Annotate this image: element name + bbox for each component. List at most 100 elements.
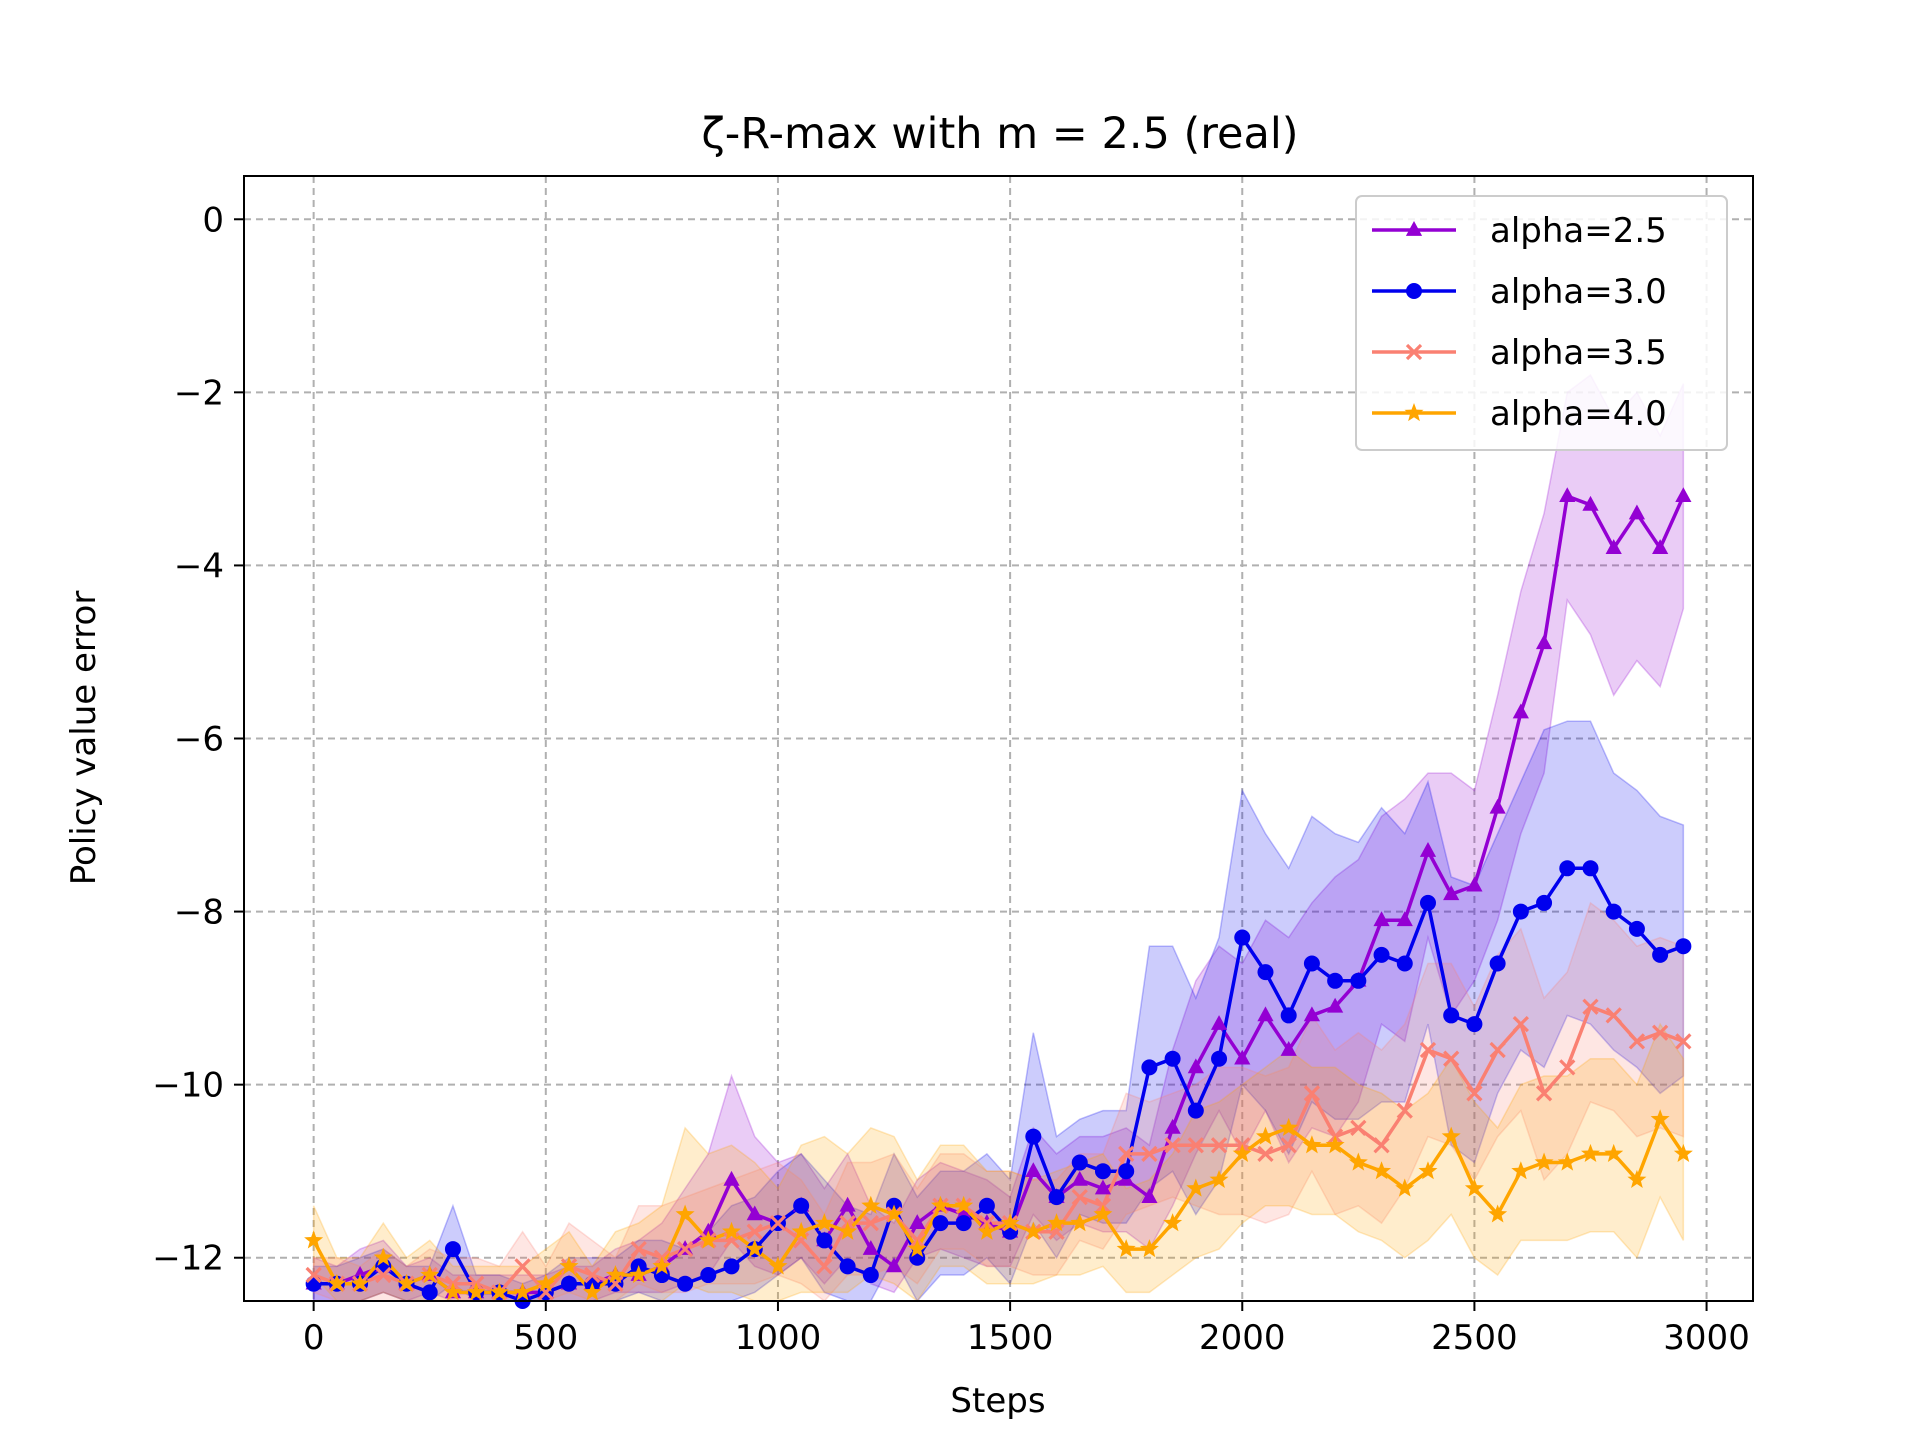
point-series-4: [1232, 1143, 1252, 1162]
point-series-4: [1627, 1169, 1647, 1188]
point-series-3: [584, 1266, 601, 1284]
point-series-4: [466, 1282, 486, 1301]
point-series-3: [514, 1258, 531, 1275]
point-series-1: [1280, 1041, 1297, 1056]
point-series-4: [1047, 1213, 1067, 1232]
point-series-4: [1209, 1169, 1229, 1188]
point-series-1: [862, 1240, 879, 1255]
point-series-1: [1489, 798, 1506, 814]
point-series-2: [1628, 920, 1645, 937]
point-series-3: [1257, 1145, 1274, 1163]
x-tick-label: 1500: [967, 1318, 1054, 1358]
point-series-3: [1303, 1085, 1321, 1102]
legend-label: alpha=2.5: [1490, 211, 1667, 251]
point-series-2: [1582, 860, 1599, 877]
legend-item: alpha=4.0: [1372, 394, 1667, 434]
point-series-1: [1535, 634, 1553, 650]
point-series-2: [793, 1197, 810, 1214]
point-series-3: [746, 1223, 763, 1240]
series-markers: [304, 487, 1693, 1309]
point-series-2: [862, 1267, 879, 1284]
point-series-4: [861, 1195, 881, 1214]
point-series-4: [907, 1239, 927, 1258]
x-axis-label: Steps: [950, 1381, 1045, 1421]
point-series-2: [421, 1284, 438, 1301]
legend-item: alpha=2.5: [1372, 211, 1667, 251]
point-series-4: [1325, 1135, 1345, 1154]
point-series-3: [1466, 1085, 1483, 1102]
band-series-3: [312, 901, 1685, 1303]
point-series-4: [1580, 1143, 1600, 1162]
point-series-4: [652, 1256, 672, 1275]
band-series-2: [312, 720, 1685, 1303]
point-series-4: [1000, 1213, 1020, 1232]
point-series-4: [1163, 1213, 1183, 1232]
point-series-3: [630, 1240, 647, 1258]
point-series-3: [1280, 1137, 1297, 1154]
point-series-1: [1466, 876, 1483, 892]
point-series-2: [1094, 1163, 1111, 1180]
point-series-1: [1582, 495, 1599, 511]
point-series-4: [722, 1221, 742, 1240]
point-series-3: [1512, 1015, 1529, 1033]
point-series-4: [1673, 1143, 1693, 1162]
point-series-1: [839, 1196, 856, 1212]
point-series-2: [1536, 894, 1553, 911]
point-series-4: [1534, 1152, 1554, 1171]
point-series-2: [1350, 972, 1367, 989]
point-series-4: [1557, 1152, 1577, 1171]
point-series-2: [839, 1258, 856, 1275]
point-series-3: [1628, 1033, 1646, 1050]
point-series-3: [1559, 1059, 1576, 1076]
point-series-2: [1605, 903, 1622, 920]
point-series-2: [1071, 1154, 1088, 1171]
point-series-3: [816, 1258, 833, 1275]
legend-label: alpha=3.0: [1490, 272, 1667, 312]
point-series-4: [1186, 1178, 1206, 1197]
point-series-3: [1605, 1007, 1622, 1024]
point-series-4: [582, 1282, 602, 1301]
x-tick-label: 1000: [735, 1318, 822, 1358]
point-series-3: [1118, 1145, 1135, 1163]
legend-box: [1355, 195, 1728, 451]
y-tick-label: −4: [174, 546, 224, 586]
point-series-4: [791, 1221, 811, 1240]
point-series-2: [700, 1267, 717, 1284]
band-series-1: [312, 373, 1685, 1302]
point-series-2: [1048, 1189, 1065, 1206]
point-series-2: [1280, 1007, 1297, 1024]
point-series-4: [1441, 1126, 1461, 1145]
point-series-1: [1559, 487, 1576, 503]
point-series-3: [1419, 1041, 1437, 1059]
point-series-4: [350, 1273, 370, 1292]
point-series-4: [977, 1221, 997, 1240]
point-series-4: [1023, 1221, 1043, 1240]
point-series-4: [443, 1282, 463, 1301]
point-series-1: [1605, 539, 1622, 554]
point-series-1: [700, 1222, 717, 1238]
point-series-3: [1071, 1189, 1088, 1206]
point-series-3: [1350, 1119, 1367, 1137]
point-series-2: [1512, 903, 1529, 920]
point-series-2: [1303, 955, 1320, 972]
point-series-2: [723, 1258, 740, 1275]
point-series-1: [1257, 1006, 1274, 1022]
point-series-3: [1373, 1137, 1390, 1154]
point-series-4: [1418, 1161, 1438, 1180]
confidence-bands: [312, 373, 1685, 1303]
point-series-4: [838, 1221, 858, 1240]
point-series-2: [816, 1232, 833, 1249]
point-series-1: [1071, 1170, 1088, 1186]
point-series-1: [1164, 1118, 1181, 1134]
legend: alpha=2.5 alpha=3.0 alpha=3.5 alpha=4.0: [1355, 195, 1728, 451]
point-series-4: [1348, 1152, 1368, 1171]
point-series-3: [1141, 1145, 1158, 1163]
point-series-1: [1327, 997, 1344, 1013]
point-series-4: [327, 1273, 347, 1292]
point-series-2: [1373, 946, 1390, 963]
point-series-2: [1211, 1050, 1228, 1067]
point-series-3: [1443, 1050, 1460, 1067]
point-series-1: [746, 1205, 763, 1221]
point-series-2: [1327, 972, 1344, 989]
